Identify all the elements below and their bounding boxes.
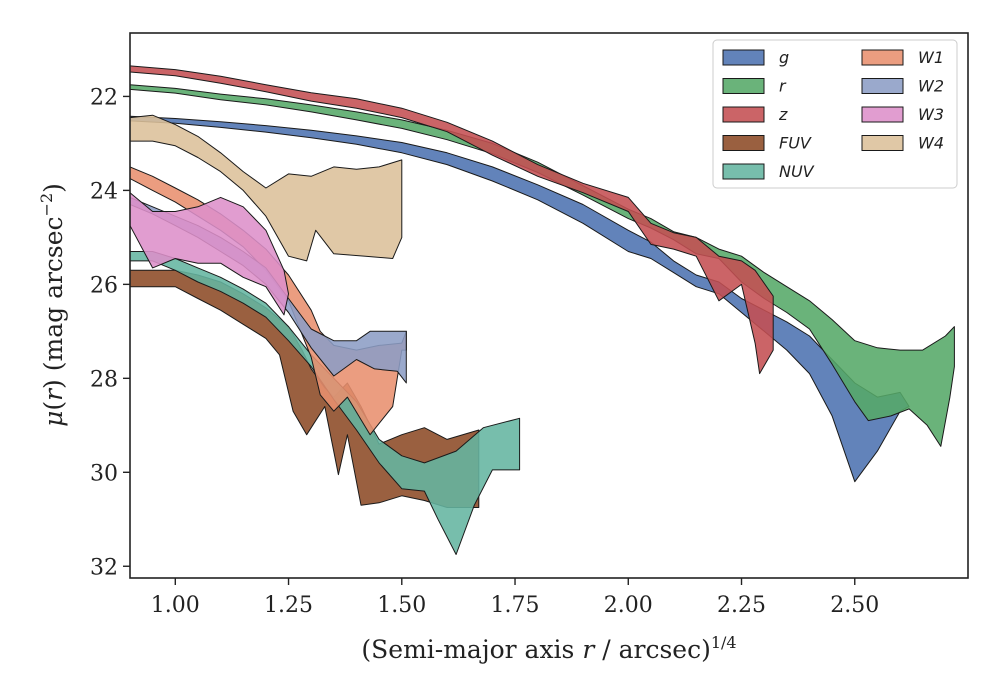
band-z	[130, 65, 774, 375]
legend-label: FUV	[779, 134, 812, 153]
legend-swatch	[722, 49, 765, 66]
y-tick-label: 22	[90, 85, 118, 110]
y-axis-title-middle: ) (mag arcsec	[39, 216, 68, 389]
x-tick-label: 1.00	[151, 593, 200, 618]
y-axis-title-exponent: −2	[37, 193, 56, 217]
legend-item-r: r	[722, 77, 787, 96]
x-tick-label: 1.75	[491, 593, 540, 618]
legend-label: W3	[918, 105, 944, 124]
legend-label: W2	[918, 77, 944, 96]
y-axis-title-mu: μ	[39, 411, 68, 427]
x-tick-label: 2.25	[717, 593, 766, 618]
x-axis-title-prefix: (Semi-major axis	[361, 635, 582, 664]
legend-item-z: z	[722, 105, 788, 124]
band-w3	[130, 192, 289, 316]
x-tick-label: 2.00	[604, 593, 653, 618]
legend-label: W4	[918, 134, 944, 153]
band-w4	[130, 114, 403, 262]
legend-label: NUV	[779, 162, 815, 181]
y-axis-title: μ(r) (mag arcsec−2)	[37, 183, 68, 427]
y-tick-label: 24	[90, 179, 118, 204]
legend-swatch	[722, 106, 765, 123]
legend-item-w3: W3	[861, 105, 944, 124]
y-tick-label: 32	[90, 555, 118, 580]
x-axis-title-middle: / arcsec)	[594, 635, 711, 664]
y-tick-label: 26	[90, 273, 118, 298]
plot-frame	[129, 32, 969, 579]
legend-swatch	[861, 135, 904, 151]
legend-item-w1: W1	[861, 48, 944, 67]
x-tick-label: 1.25	[264, 593, 313, 618]
legend-label: r	[779, 77, 787, 96]
y-axis-title-close: )	[39, 183, 68, 193]
x-axis-ticks: 1.00 1.25 1.50 1.75 2.00 2.25 2.50	[151, 578, 879, 618]
legend-label: g	[779, 48, 789, 67]
y-tick-label: 30	[90, 461, 118, 486]
legend-swatch	[722, 163, 765, 180]
legend-item-g: g	[722, 48, 789, 67]
y-axis-title-var: r	[39, 387, 68, 401]
legend-item-nuv: NUV	[722, 162, 815, 181]
legend-swatch	[861, 49, 904, 66]
legend-item-w4: W4	[861, 134, 944, 153]
y-tick-label: 28	[90, 367, 118, 392]
x-axis-title-exponent: 1/4	[711, 633, 737, 652]
x-axis-title-var: r	[582, 635, 596, 664]
y-axis-title-open: (	[39, 401, 68, 411]
x-tick-label: 1.50	[377, 593, 426, 618]
y-axis-ticks: 22 24 26 28 30 32	[90, 85, 130, 580]
legend-label: W1	[918, 48, 944, 67]
profile-bands	[130, 65, 955, 555]
x-tick-label: 2.50	[830, 593, 879, 618]
legend-swatch	[861, 78, 904, 94]
legend-label: z	[778, 105, 788, 124]
legend-swatch	[722, 78, 765, 94]
band-nuv	[130, 251, 521, 555]
legend-item-w2: W2	[861, 77, 944, 96]
legend-swatch	[722, 135, 765, 151]
legend-items: grz FUV NUV W1 W2 W3 W4	[722, 48, 944, 181]
legend-swatch	[861, 106, 904, 123]
legend-item-fuv: FUV	[722, 134, 812, 153]
legend: grz FUV NUV W1 W2 W3 W4	[712, 39, 958, 189]
x-axis-title: (Semi-major axis r / arcsec)1/4	[361, 633, 736, 664]
